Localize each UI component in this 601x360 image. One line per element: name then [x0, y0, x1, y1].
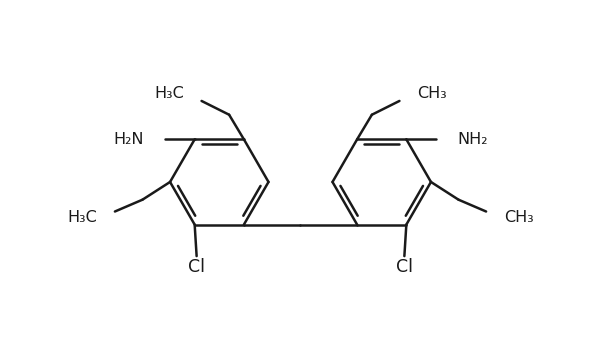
Text: Cl: Cl — [188, 258, 205, 276]
Text: CH₃: CH₃ — [504, 210, 534, 225]
Text: H₃C: H₃C — [67, 210, 97, 225]
Text: H₂N: H₂N — [113, 132, 144, 147]
Text: H₃C: H₃C — [154, 86, 184, 100]
Text: CH₃: CH₃ — [417, 86, 447, 100]
Text: NH₂: NH₂ — [457, 132, 488, 147]
Text: Cl: Cl — [396, 258, 413, 276]
